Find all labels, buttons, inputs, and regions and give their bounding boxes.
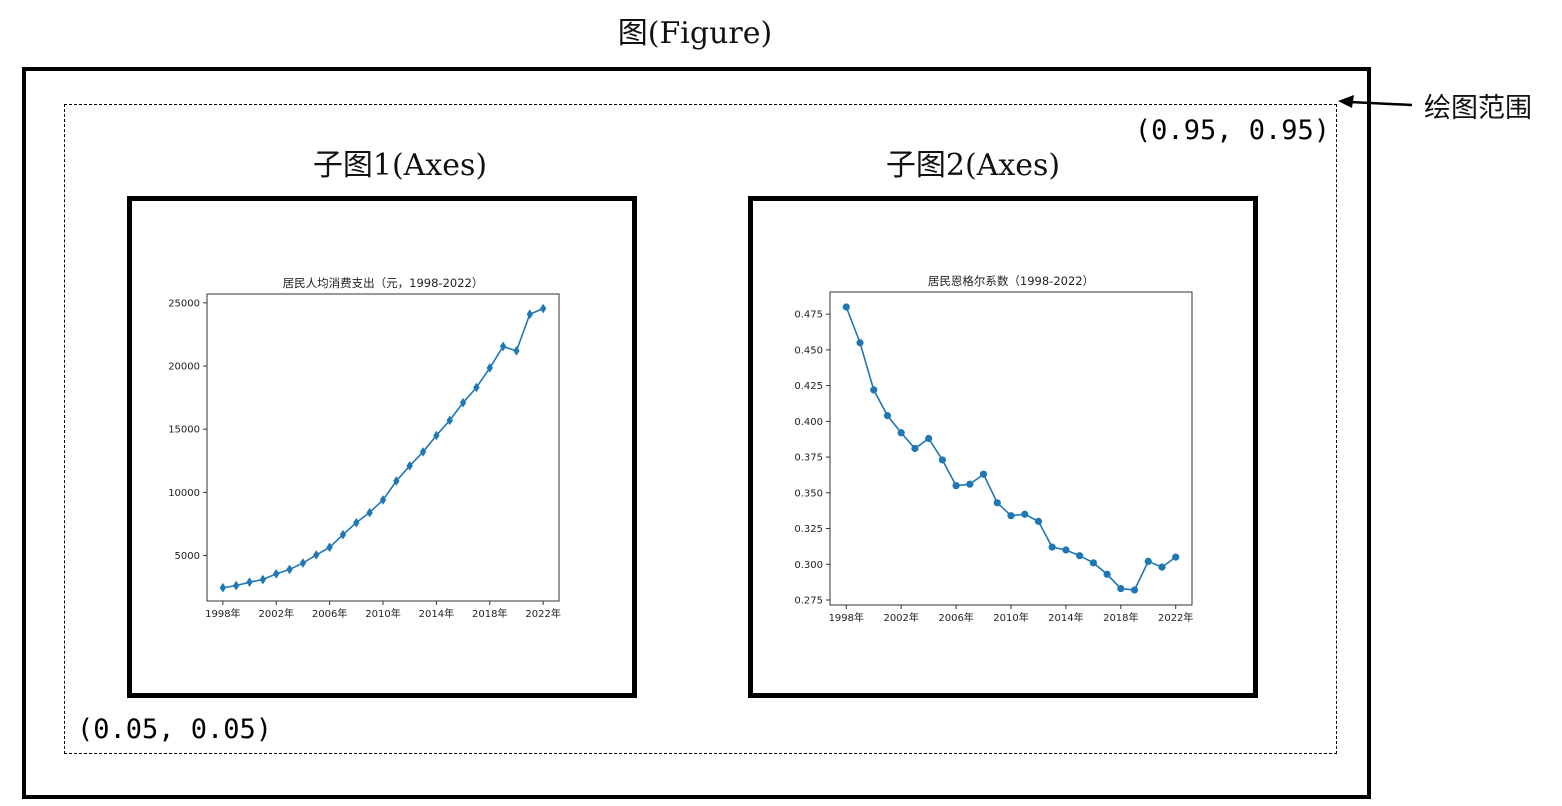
x-tick-label: 2006年 (312, 607, 347, 620)
y-tick-label: 15000 (168, 425, 200, 436)
x-tick-label: 2018年 (472, 607, 507, 620)
x-tick-label: 2014年 (419, 607, 454, 620)
axes-1-title: 子图1(Axes) (312, 148, 488, 183)
data-point (286, 564, 293, 575)
x-tick-label: 2014年 (1048, 611, 1083, 624)
chart-consumption: 居民人均消费支出（元，1998-2022） 5000 10000 15000 20000… (168, 276, 561, 620)
axes-2-title: 子图2(Axes) (885, 148, 1061, 183)
data-point (1158, 563, 1166, 571)
x-tick-label: 2018年 (1103, 611, 1138, 624)
data-point (419, 447, 427, 457)
figure-frame (22, 67, 1371, 799)
x-tick-label: 1998年 (205, 607, 240, 620)
coord-top-right: (0.95, 0.95) (1134, 115, 1330, 146)
data-point (339, 529, 347, 540)
chart-title: 居民恩格尔系数（1998-2022） (928, 274, 1094, 288)
data-point (486, 363, 493, 373)
data-point (856, 339, 864, 347)
data-point (938, 456, 946, 464)
y-tick-label: 0.450 (794, 345, 823, 356)
y-tick-label: 5000 (175, 551, 200, 562)
data-point (473, 382, 480, 393)
y-tick-label: 0.350 (794, 488, 823, 499)
data-point (1172, 553, 1180, 561)
data-point (526, 309, 534, 320)
series-line (845, 306, 1177, 591)
data-point (1103, 570, 1111, 578)
data-point (1117, 584, 1125, 593)
data-point (1062, 546, 1070, 554)
data-point (1034, 517, 1043, 525)
x-tick-label: 2010年 (993, 611, 1028, 624)
x-tick-label: 2006年 (938, 611, 973, 624)
y-tick-label: 20000 (168, 362, 200, 373)
data-point (219, 582, 227, 593)
y-tick-label: 0.425 (794, 381, 823, 392)
plot-frame (829, 291, 1193, 606)
data-point (952, 482, 960, 490)
data-point (513, 346, 520, 356)
data-point (993, 499, 1001, 507)
axes-2-frame: 居民恩格尔系数（1998-2022） 0.275 0.300 0.325 0.350 0.… (748, 196, 1258, 698)
plot-range-box (64, 104, 1337, 754)
data-point (299, 558, 307, 568)
y-tick-label: 0.300 (794, 560, 823, 571)
chart-title: 居民人均消费支出（元，1998-2022） (283, 276, 484, 290)
data-point (393, 476, 400, 486)
x-tick-label: 2002年 (259, 607, 294, 620)
data-point (406, 461, 413, 471)
y-tick-label: 0.275 (794, 595, 823, 606)
data-point (1021, 510, 1029, 518)
data-point (870, 386, 878, 394)
x-tick-label: 2022年 (1158, 611, 1193, 624)
data-point (246, 577, 253, 587)
data-point (326, 542, 333, 553)
data-point (883, 412, 892, 420)
plot-range-label: 绘图范围 (1424, 93, 1532, 124)
data-point (459, 397, 467, 408)
y-tick-label: 0.400 (794, 417, 823, 428)
y-tick-label: 10000 (168, 488, 200, 499)
data-point (433, 430, 440, 441)
figure-title: 图(Figure) (617, 16, 773, 51)
plot-frame (206, 293, 560, 602)
data-point (925, 434, 933, 443)
series-line (222, 307, 544, 589)
data-point (366, 507, 373, 518)
data-point (232, 580, 240, 591)
data-point (1048, 543, 1056, 551)
arrow-icon (1338, 95, 1413, 108)
coord-bottom-left: (0.05, 0.05) (77, 714, 273, 745)
y-tick-label: 25000 (168, 298, 200, 309)
x-tick-label: 2010年 (365, 607, 400, 620)
x-tick-label: 2002年 (883, 611, 918, 624)
data-point (966, 480, 974, 488)
y-tick-label: 0.475 (794, 310, 823, 321)
axes-1-frame: 居民人均消费支出（元，1998-2022） 5000 10000 15000 20000… (127, 196, 637, 698)
data-point (273, 569, 280, 579)
data-point (897, 429, 905, 437)
y-tick-label: 0.375 (794, 453, 823, 464)
data-point (379, 495, 387, 505)
data-point (979, 470, 988, 478)
data-point (446, 415, 453, 426)
data-point (1007, 512, 1015, 520)
data-point (1144, 557, 1152, 566)
data-point (353, 517, 360, 528)
x-tick-label: 1998年 (829, 611, 864, 624)
data-point (313, 550, 320, 560)
data-point (842, 303, 850, 311)
y-tick-label: 0.325 (794, 524, 823, 535)
data-point (1130, 586, 1139, 594)
data-point (499, 341, 507, 352)
x-tick-label: 2022年 (525, 607, 560, 620)
chart-engel: 居民恩格尔系数（1998-2022） 0.275 0.300 0.325 0.350 0.… (794, 274, 1193, 624)
data-point (259, 574, 267, 585)
data-point (911, 444, 919, 453)
data-point (1089, 559, 1097, 567)
data-point (1076, 552, 1084, 560)
data-point (539, 303, 547, 314)
